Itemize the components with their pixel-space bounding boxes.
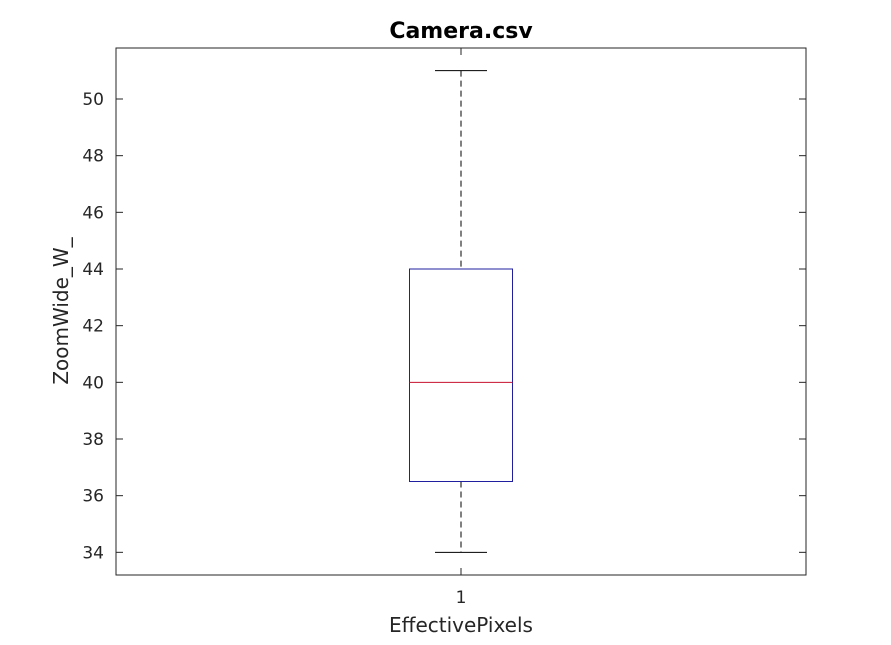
y-tick-label: 40 — [82, 373, 104, 393]
chart-title: Camera.csv — [389, 19, 533, 44]
y-tick-label: 46 — [82, 203, 104, 223]
y-tick-label: 48 — [82, 147, 104, 167]
y-tick-label: 34 — [82, 543, 104, 563]
y-tick-label: 44 — [82, 260, 104, 280]
y-axis-label: ZoomWide_W_ — [49, 236, 73, 384]
x-axis-label: EffectivePixels — [389, 613, 533, 637]
x-axis-ticks: 1 — [456, 48, 467, 608]
y-tick-label: 42 — [82, 317, 104, 337]
y-axis-ticks: 34 36 38 40 42 44 46 48 50 — [82, 90, 806, 563]
box-series — [409, 70, 513, 553]
y-tick-label: 50 — [82, 90, 104, 110]
y-tick-label: 38 — [82, 430, 104, 450]
x-tick-label: 1 — [456, 588, 467, 608]
interquartile-box — [409, 268, 513, 482]
y-tick-label: 36 — [82, 487, 104, 507]
